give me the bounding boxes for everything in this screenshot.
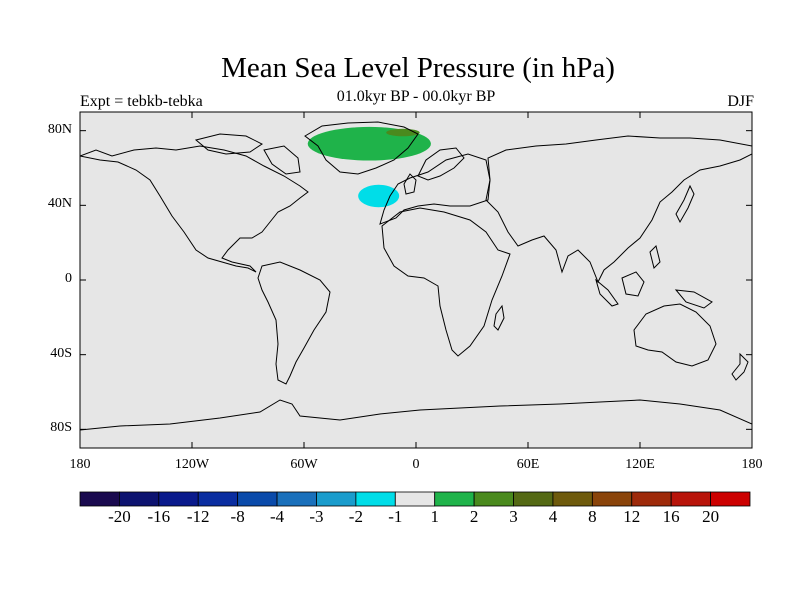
- lat-tick-label: 40S: [50, 345, 72, 361]
- lon-tick-label: 120W: [174, 457, 210, 472]
- experiment-label: Expt = tebkb-tebka: [80, 93, 203, 110]
- colorbar-label: -8: [230, 507, 245, 526]
- colorbar-label: 12: [623, 507, 641, 526]
- colorbar-swatch: [119, 491, 160, 507]
- coastline-asia: [485, 135, 752, 284]
- lat-tick-label: 40N: [47, 196, 72, 212]
- coastline-madagascar: [493, 304, 505, 331]
- colorbar-label: 8: [588, 507, 597, 526]
- coastline-sumatra: [595, 278, 619, 307]
- lat-tick-label: 0: [65, 271, 72, 286]
- coastline-layer: [80, 121, 752, 431]
- lon-tick-label: 180: [741, 457, 763, 472]
- north-atlantic-negative-anomaly: [358, 184, 400, 208]
- colorbar-label: -20: [108, 507, 131, 526]
- map-background: [80, 112, 752, 448]
- colorbar-swatch: [670, 491, 711, 507]
- coastline-antarctica: [80, 399, 752, 431]
- coastline-australia: [633, 303, 717, 367]
- colorbar-label: -3: [309, 507, 324, 526]
- lon-tick-label: 180: [69, 457, 91, 472]
- season-label: DJF: [727, 93, 754, 110]
- lat-tick-label: 80S: [50, 420, 72, 436]
- map-title: Mean Sea Level Pressure (in hPa): [221, 52, 615, 84]
- colorbar: [79, 491, 751, 507]
- lon-tick-label: 0: [412, 457, 420, 472]
- colorbar-label: 20: [702, 507, 720, 526]
- colorbar-swatch: [158, 491, 199, 507]
- coastline-british-isles: [403, 173, 417, 195]
- coastline-philippines: [649, 245, 661, 269]
- colorbar-label: 16: [662, 507, 680, 526]
- coastline-baffin-island: [263, 145, 301, 175]
- axis-ticks: [79, 112, 753, 448]
- colorbar-swatch: [316, 491, 357, 507]
- colorbar-label: 3: [509, 507, 518, 526]
- lon-tick-label: 60W: [290, 457, 318, 472]
- lon-tick-label: 120E: [625, 457, 655, 472]
- lon-tick-label: 60E: [516, 457, 540, 472]
- colorbar-swatch: [355, 491, 396, 507]
- coastline-south-america: [257, 261, 331, 385]
- colorbar-label: 4: [548, 507, 558, 526]
- coastline-arctic-islands: [194, 133, 263, 155]
- colorbar-label: 2: [469, 507, 479, 526]
- colorbar-swatch: [79, 491, 120, 507]
- colorbar-swatch: [552, 491, 593, 507]
- colorbar-swatch: [237, 491, 278, 507]
- colorbar-swatch: [276, 491, 317, 507]
- colorbar-swatch: [434, 491, 475, 507]
- period-label: 01.0kyr BP - 00.0kyr BP: [336, 88, 496, 105]
- colorbar-label: 1: [430, 507, 439, 526]
- coastline-borneo: [621, 271, 645, 297]
- coastline-scandinavia: [417, 147, 465, 181]
- colorbar-swatch: [513, 491, 554, 507]
- colorbar-label: -16: [147, 507, 171, 526]
- colorbar-swatch: [631, 491, 672, 507]
- colorbar-swatch: [197, 491, 239, 507]
- coastline-africa: [381, 207, 511, 357]
- coastline-new-zealand: [731, 352, 749, 381]
- coastline-greenland: [304, 121, 419, 175]
- colorbar-swatch: [394, 491, 436, 507]
- colorbar-swatch: [710, 491, 751, 507]
- colorbar-label: -2: [348, 507, 363, 526]
- colorbar-swatch: [473, 491, 514, 507]
- colorbar-swatch: [591, 491, 633, 507]
- coastline-new-guinea: [674, 289, 713, 309]
- colorbar-label: -4: [269, 507, 285, 526]
- lat-tick-label: 80N: [47, 121, 72, 137]
- colorbar-label: -1: [388, 507, 403, 526]
- coastline-europe: [379, 153, 491, 225]
- coastline-japan: [675, 184, 695, 224]
- colorbar-label: -12: [186, 507, 210, 526]
